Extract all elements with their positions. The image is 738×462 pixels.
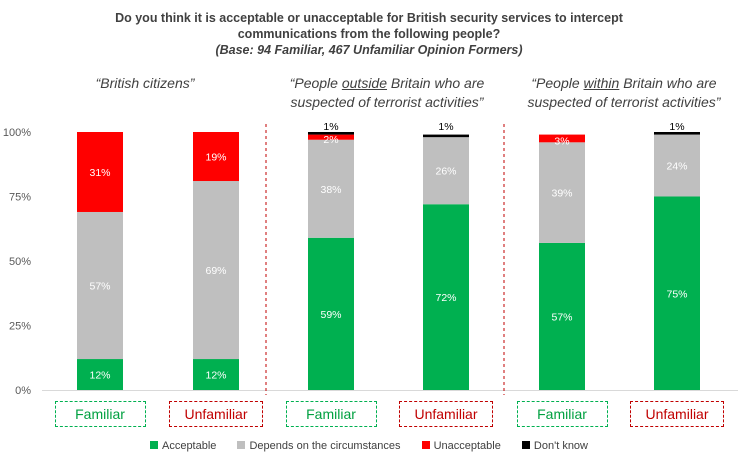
legend-item-dont-know: Don't know (521, 440, 588, 452)
legend: Acceptable Depends on the circumstances … (0, 440, 738, 452)
data-label-unacceptable: 2% (323, 134, 338, 146)
bar-segment-acceptable (423, 204, 469, 390)
bar-segment-unacceptable (193, 132, 239, 182)
legend-label-unacceptable: Unacceptable (433, 440, 501, 452)
title-line-1: Do you think it is acceptable or unaccep… (115, 11, 623, 25)
data-label-dont_know: 1% (669, 121, 684, 133)
group-label-2-underlined: outside (341, 75, 388, 91)
y-tick-label: 75% (9, 192, 31, 204)
data-label-unacceptable: 3% (554, 135, 569, 147)
legend-item-acceptable: Acceptable (149, 440, 217, 452)
y-tick-label: 25% (9, 321, 31, 333)
category-label-familiar: Familiar (516, 401, 608, 427)
bar-segment-acceptable (308, 237, 354, 390)
category-label-familiar: Familiar (54, 401, 146, 427)
bar-segment-unacceptable (539, 134, 585, 143)
category-label-unfamiliar: Unfamiliar (630, 401, 724, 427)
data-label-depends: 24% (666, 161, 687, 173)
bar-segment-depends (654, 134, 700, 197)
group-label-3-pre: “People (531, 75, 584, 91)
bar-segment-depends (308, 139, 354, 238)
data-label-acceptable: 12% (205, 370, 226, 382)
group-label-2-post: Britain who are (387, 75, 485, 91)
group-label-people-outside: “People outside Britain who are suspecte… (272, 74, 502, 112)
data-label-unacceptable: 19% (205, 152, 226, 164)
legend-swatch-acceptable (149, 441, 158, 449)
bar-segment-depends (193, 181, 239, 360)
bar-segment-dont_know (654, 132, 700, 135)
data-label-unacceptable: 31% (89, 167, 110, 179)
group-label-3-underlined: within (583, 75, 620, 91)
legend-item-depends: Depends on the circumstances (237, 440, 401, 452)
data-label-depends: 38% (320, 184, 341, 196)
bar-segment-acceptable (193, 359, 239, 390)
group-label-british-citizens: “British citizens” (50, 74, 240, 93)
data-label-acceptable: 59% (320, 309, 341, 321)
legend-swatch-unacceptable (421, 441, 430, 449)
y-tick-label: 100% (3, 127, 31, 139)
bar-segment-depends (77, 211, 123, 360)
bar-segment-acceptable (77, 359, 123, 390)
legend-swatch-depends (237, 441, 246, 449)
data-label-depends: 26% (435, 166, 456, 178)
y-tick-label: 50% (9, 256, 31, 268)
legend-label-depends: Depends on the circumstances (249, 440, 401, 452)
bar-segment-depends (539, 142, 585, 243)
data-label-acceptable: 12% (89, 370, 110, 382)
data-label-acceptable: 57% (551, 311, 572, 323)
bar-segment-unacceptable (77, 132, 123, 212)
bar-segment-acceptable (654, 196, 700, 390)
bar-segment-acceptable (539, 242, 585, 390)
bar-segment-dont_know (308, 132, 354, 135)
title-line-2: communications from the following people… (237, 27, 501, 41)
chart-title: Do you think it is acceptable or unaccep… (0, 10, 738, 58)
group-label-3-line2: suspected of terrorist activities” (527, 94, 721, 110)
category-label-familiar: Familiar (285, 401, 377, 427)
group-label-people-within: “People within Britain who are suspected… (510, 74, 738, 112)
bar-segment-depends (423, 137, 469, 205)
group-label-2-pre: “People (289, 75, 342, 91)
data-label-depends: 57% (89, 281, 110, 293)
legend-item-unacceptable: Unacceptable (421, 440, 501, 452)
group-label-1-text: “British citizens” (95, 75, 195, 91)
data-label-dont_know: 1% (323, 121, 338, 133)
bar-segment-unacceptable (308, 134, 354, 140)
group-label-3-post: Britain who are (619, 75, 717, 91)
category-label-unfamiliar: Unfamiliar (169, 401, 263, 427)
bar-segment-dont_know (423, 134, 469, 138)
data-label-acceptable: 75% (666, 288, 687, 300)
legend-swatch-dont-know (521, 441, 530, 449)
legend-label-dont-know: Don't know (533, 440, 588, 452)
legend-label-acceptable: Acceptable (161, 440, 217, 452)
base-note: (Base: 94 Familiar, 467 Unfamiliar Opini… (215, 43, 523, 57)
data-label-acceptable: 72% (435, 292, 456, 304)
y-tick-label: 0% (15, 385, 31, 397)
data-label-depends: 39% (551, 188, 572, 200)
category-label-unfamiliar: Unfamiliar (399, 401, 493, 427)
group-label-2-line2: suspected of terrorist activities” (290, 94, 484, 110)
data-label-dont_know: 1% (438, 121, 453, 133)
data-label-depends: 69% (205, 265, 226, 277)
